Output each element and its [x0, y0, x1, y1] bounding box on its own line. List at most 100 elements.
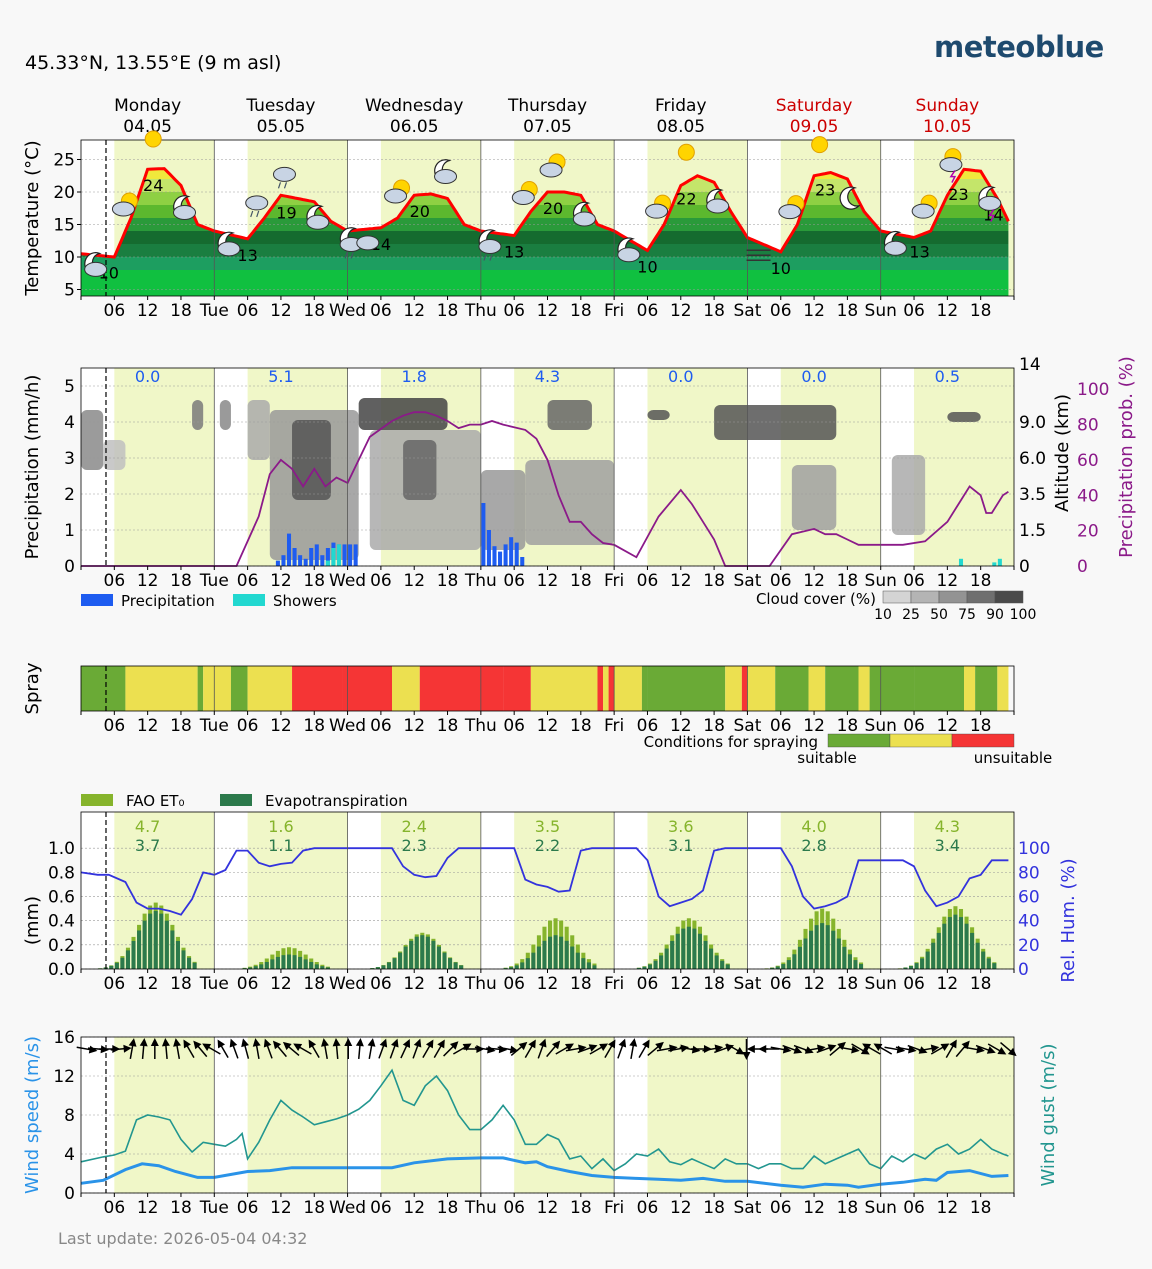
x-tick-hour-label: 06: [903, 974, 925, 994]
wind-direction-arrow: [804, 1044, 826, 1053]
wind-direction-arrow: [524, 1039, 536, 1059]
evap-bar: [642, 966, 647, 969]
cloud-cover-mark: [714, 405, 837, 440]
legend-cloud-step: 100: [1010, 607, 1037, 623]
max-temp-label: 24: [143, 176, 163, 195]
x-tick-hour-label: 12: [670, 974, 692, 994]
panel-wind: 06 12 18 Tue 06 12 18 Wed 06 12 18 Thu 06 12 18 Fri 06 12…: [22, 1028, 1059, 1218]
spray-segment: [214, 666, 231, 711]
wind-direction-arrow: [758, 1045, 780, 1053]
evap-bar: [908, 966, 914, 969]
x-tick-hour-label: 12: [803, 1198, 825, 1218]
evap-bar: [436, 946, 441, 969]
day-name: Monday: [114, 96, 181, 116]
wind-direction-arrow: [975, 1044, 996, 1054]
evap-bar: [692, 928, 697, 969]
x-tick-day-label: Fri: [604, 301, 624, 321]
x-tick-day-label: Sun: [865, 1198, 897, 1218]
y-tick-label: 1.0: [48, 839, 75, 859]
max-temp-label: 20: [543, 199, 563, 218]
evap-bar: [509, 967, 514, 969]
sun-icon: [677, 143, 695, 161]
evap-bar: [686, 926, 691, 969]
x-tick-day-label: Sat: [733, 571, 761, 591]
wind-direction-arrow: [400, 1039, 411, 1059]
arrow-head: [487, 1045, 496, 1054]
rain-cloud-icon: [245, 195, 269, 218]
evap-bar: [314, 964, 319, 969]
max-temp-label: 19: [276, 203, 296, 222]
sun-cloud-icon: [539, 153, 566, 178]
arrow-head: [746, 1045, 755, 1053]
spray-segment: [869, 666, 915, 711]
arrow-head: [976, 1045, 985, 1054]
probability-tick-label: 80: [1077, 416, 1099, 436]
x-tick-hour-label: 06: [104, 974, 126, 994]
shower-bar: [992, 562, 997, 566]
y-tick-label: 25: [53, 151, 75, 171]
evap-bar: [559, 936, 564, 969]
x-tick-day-label: Thu: [464, 301, 497, 321]
cloud-shape: [245, 195, 269, 211]
day-name: Tuesday: [245, 96, 315, 116]
x-tick-hour-label: 12: [137, 301, 159, 321]
y-tick-label: 0.6: [48, 888, 75, 908]
x-tick-hour-label: 06: [237, 974, 259, 994]
wind-direction-arrow: [851, 1043, 870, 1055]
evap-bar: [797, 946, 802, 969]
x-tick-hour-label: 18: [170, 571, 192, 591]
wind-direction-arrow: [577, 1044, 598, 1054]
spray-segment: [647, 666, 726, 711]
x-tick-hour-label: 06: [637, 716, 659, 736]
precip-bar: [353, 544, 358, 566]
wind-direction-arrow: [964, 1045, 985, 1054]
daylight-band: [914, 368, 1014, 566]
daily-fao-total: 4.3: [935, 817, 960, 836]
evap-bar: [548, 936, 553, 969]
arrow-head: [588, 1044, 598, 1052]
x-tick-hour-label: 12: [270, 301, 292, 321]
spray-segment: [530, 666, 598, 711]
arrow-head: [528, 1039, 536, 1049]
arrow-head: [518, 1041, 528, 1051]
spray-segment: [641, 666, 648, 711]
x-tick-hour-label: 06: [104, 571, 126, 591]
evap-bar: [370, 968, 375, 969]
precip-bar: [503, 544, 508, 566]
spray-segment: [81, 666, 126, 711]
max-temp-label: 20: [410, 202, 430, 221]
wind-direction-arrow: [272, 1040, 287, 1058]
arrow-head: [940, 1043, 950, 1051]
daily-fao-total: 4.7: [135, 817, 160, 836]
arrow-head: [229, 1038, 238, 1048]
x-tick-hour-label: 12: [403, 974, 425, 994]
evap-bar: [253, 966, 258, 969]
y-tick-label: 8: [64, 1106, 75, 1126]
arrow-head: [551, 1040, 561, 1050]
spray-segment: [203, 666, 215, 711]
spray-segment: [747, 666, 776, 711]
x-tick-hour-label: 12: [670, 716, 692, 736]
evap-bar: [120, 957, 125, 969]
x-tick-hour-label: 12: [537, 974, 559, 994]
daily-evap-total: 3.1: [668, 836, 693, 855]
rain-drops: [483, 254, 493, 261]
rain-drops: [250, 210, 260, 218]
x-tick-hour-label: 06: [237, 716, 259, 736]
wind-direction-arrow: [510, 1041, 528, 1057]
evap-bar: [831, 930, 836, 969]
legend-evap-label: Evapotranspiration: [265, 792, 408, 810]
wind-direction-arrow: [474, 1045, 496, 1054]
cloud-cover-mark: [292, 420, 331, 500]
evap-bar: [275, 956, 280, 969]
wind-direction-arrow: [282, 1041, 300, 1057]
evap-bar: [931, 942, 936, 969]
day-name: Sunday: [916, 96, 980, 116]
wind-direction-arrow: [433, 1039, 445, 1059]
evap-bar: [664, 948, 669, 969]
evap-bar: [453, 962, 458, 969]
x-tick-day-label: Sat: [733, 301, 761, 321]
evap-bar: [531, 952, 536, 969]
spray-legend-swatch: [951, 733, 1015, 748]
evap-bar: [653, 960, 658, 969]
